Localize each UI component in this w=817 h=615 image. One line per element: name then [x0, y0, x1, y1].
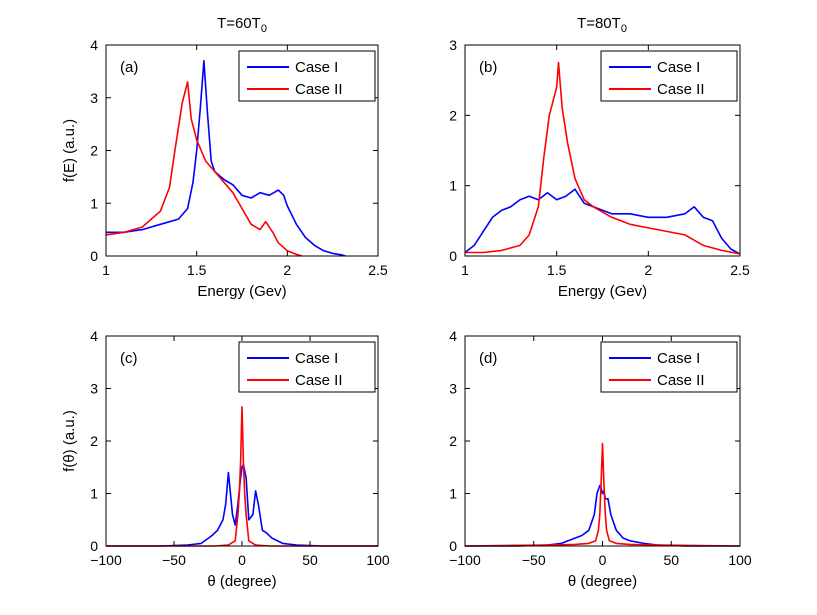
legend-label-a-1: Case I [295, 59, 338, 76]
series-line-d-1 [465, 484, 740, 547]
x-tick-label-c-2: 0 [238, 552, 246, 568]
x-tick-label-d-2: 0 [599, 552, 607, 568]
panel-label-c: (c) [120, 350, 138, 367]
legend-box-d [600, 341, 738, 393]
legend-c: Case I Case II [238, 341, 376, 393]
series-line-a-1 [106, 59, 346, 257]
x-tick-label-d-3: 50 [663, 552, 679, 568]
x-tick-label-c-1: −50 [162, 552, 186, 568]
x-tick-label-b-0: 1 [461, 262, 469, 278]
column-title-right: T=80T0 [502, 15, 702, 35]
y-tick-label-b-3: 3 [449, 37, 457, 53]
column-title-right-sub: 0 [620, 23, 627, 35]
y-tick-label-c-3: 3 [90, 381, 98, 397]
y-tick-label-a-0: 0 [90, 248, 98, 264]
x-tick-label-c-3: 50 [302, 552, 318, 568]
series-line-c-1 [106, 463, 378, 547]
x-axis-label-d: θ (degree) [568, 573, 637, 590]
y-axis-label-a: f(E) (a.u.) [61, 119, 78, 182]
panel-c: −100 −50 0 50 100 0 1 2 3 4 θ (degree) f(θ) (a.u.) (… [61, 328, 390, 590]
x-tick-label-d-1: −50 [522, 552, 546, 568]
x-tick-label-d-4: 100 [728, 552, 752, 568]
x-axis-label-c: θ (degree) [207, 573, 276, 590]
y-tick-label-b-2: 2 [449, 107, 457, 123]
series-line-b-1 [464, 188, 741, 255]
legend-box-b [600, 50, 738, 102]
legend-label-d-2: Case II [657, 372, 705, 389]
y-tick-label-d-2: 2 [449, 433, 457, 449]
x-tick-label-b-1: 1.5 [547, 262, 567, 278]
y-tick-label-d-3: 3 [449, 381, 457, 397]
series-line-a-2 [105, 81, 303, 257]
y-tick-label-d-1: 1 [449, 486, 457, 502]
y-tick-label-b-1: 1 [449, 178, 457, 194]
x-tick-label-b-3: 2.5 [730, 262, 750, 278]
series-line-c-2 [106, 406, 378, 547]
y-tick-label-a-1: 1 [90, 195, 98, 211]
y-tick-label-a-3: 3 [90, 90, 98, 106]
column-title-left-main: T=60T [217, 15, 261, 32]
legend-a: Case I Case II [238, 50, 376, 102]
x-tick-label-a-3: 2.5 [368, 262, 388, 278]
x-tick-label-d-0: −100 [449, 552, 481, 568]
legend-label-b-2: Case II [657, 81, 705, 98]
y-tick-label-b-0: 0 [449, 248, 457, 264]
series-line-d-2 [464, 442, 741, 547]
y-tick-label-c-0: 0 [90, 538, 98, 554]
x-tick-label-c-4: 100 [366, 552, 390, 568]
legend-label-a-2: Case II [295, 81, 343, 98]
panel-label-b: (b) [479, 59, 497, 76]
x-tick-label-a-0: 1 [102, 262, 110, 278]
x-tick-label-a-2: 2 [283, 262, 291, 278]
legend-d: Case I Case II [600, 341, 738, 393]
panel-label-a: (a) [120, 59, 138, 76]
legend-label-c-2: Case II [295, 372, 343, 389]
column-title-right-main: T=80T [577, 15, 621, 32]
column-title-left: T=60T0 [142, 15, 342, 35]
x-tick-label-a-1: 1.5 [187, 262, 207, 278]
y-tick-label-a-2: 2 [90, 143, 98, 159]
y-tick-label-d-0: 0 [449, 538, 457, 554]
y-axis-label-c: f(θ) (a.u.) [61, 410, 78, 472]
y-tick-label-c-4: 4 [90, 328, 98, 344]
legend-b: Case I Case II [600, 50, 738, 102]
y-tick-label-a-4: 4 [90, 37, 98, 53]
panel-label-d: (d) [479, 350, 497, 367]
column-title-left-sub: 0 [260, 23, 267, 35]
x-tick-label-c-0: −100 [90, 552, 122, 568]
legend-label-b-1: Case I [657, 59, 700, 76]
legend-label-c-1: Case I [295, 350, 338, 367]
legend-label-d-1: Case I [657, 350, 700, 367]
x-tick-label-b-2: 2 [644, 262, 652, 278]
series-line-b-2 [465, 61, 741, 255]
x-axis-label-a: Energy (Gev) [197, 283, 286, 300]
y-tick-label-c-2: 2 [90, 433, 98, 449]
legend-box-c [238, 341, 376, 393]
x-axis-label-b: Energy (Gev) [558, 283, 647, 300]
y-tick-label-d-4: 4 [449, 328, 457, 344]
legend-box-a [238, 50, 376, 102]
axes-frame-b [464, 44, 741, 257]
y-tick-label-c-1: 1 [90, 486, 98, 502]
